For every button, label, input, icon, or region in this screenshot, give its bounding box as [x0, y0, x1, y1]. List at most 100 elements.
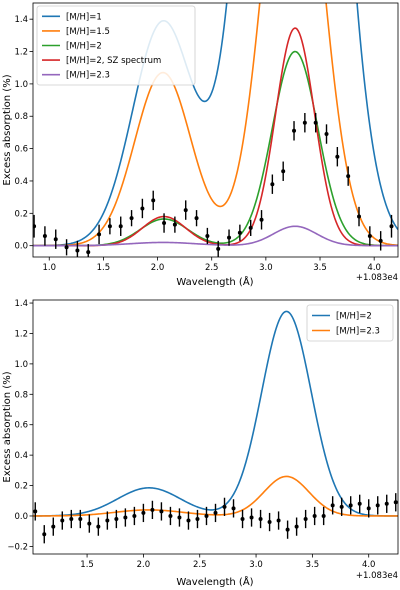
top-data-point	[357, 214, 362, 219]
bottom-x-tick-label: 3.5	[306, 560, 320, 570]
top-data-point	[346, 174, 351, 179]
top-legend: [M/H]=1 [M/H]=1.5 [M/H]=2 [M/H]=2, SZ spect…	[36, 5, 196, 86]
top-series-line-1	[33, 3, 398, 247]
bottom-data-point	[294, 524, 299, 529]
top-data-point	[42, 233, 47, 238]
top-legend-label: [M/H]=2	[66, 42, 102, 52]
bottom-x-tick-label: 2.5	[193, 560, 207, 570]
top-plot-frame	[32, 2, 399, 258]
top-legend-label: [M/H]=2.3	[66, 71, 110, 81]
bottom-data-point	[105, 518, 110, 523]
top-data-point	[227, 235, 232, 240]
top-data-point	[281, 169, 286, 174]
bottom-y-tick-label: 0.4	[14, 451, 28, 461]
top-x-tick-label: 4.0	[367, 263, 381, 273]
bottom-data-point	[177, 515, 182, 520]
bottom-data-point	[375, 503, 380, 508]
top-data-point	[151, 198, 156, 203]
bottom-data-point	[114, 517, 119, 522]
top-data-point	[97, 232, 102, 237]
bottom-data-point	[204, 513, 209, 518]
bottom-data-point	[213, 510, 218, 515]
bottom-y-tick-label: 1.0	[14, 360, 28, 370]
bottom-data-point	[231, 506, 236, 511]
top-data-point	[302, 120, 307, 125]
top-data-point	[259, 217, 264, 222]
top-panel: 1.0 1.5 2.0 2.5 3.0 3.5 4.0 0.0 0.2 0.4 0.6 0.8 1.0…	[2, 2, 399, 288]
bottom-legend-label: [M/H]=2	[336, 312, 372, 322]
top-data-point	[129, 216, 134, 221]
top-x-offset-label: +1.083e4	[356, 273, 398, 283]
top-data-point	[324, 132, 329, 137]
bottom-data-point	[330, 503, 335, 508]
top-x-tick-label: 2.5	[205, 263, 219, 273]
top-y-tick-label: 1.0	[14, 80, 28, 90]
bottom-data-point	[186, 518, 191, 523]
bottom-y-tick-label: 0.8	[14, 390, 28, 400]
top-y-tick-label: 1.4	[14, 15, 28, 25]
top-y-axis-label: Excess absorption (%)	[2, 74, 13, 185]
top-y-tick-label: 0.8	[14, 112, 28, 122]
top-data-point	[140, 206, 145, 211]
bottom-x-tick-label: 3.0	[249, 560, 263, 570]
top-x-tick-label: 2.0	[151, 263, 165, 273]
top-data-point	[194, 216, 199, 221]
top-data-point	[162, 221, 167, 226]
top-data-point	[389, 224, 394, 229]
top-data-point	[53, 237, 58, 242]
top-data-point	[335, 154, 340, 159]
bottom-y-tick-label: 1.2	[14, 329, 28, 339]
top-y-tick-label: 0.0	[14, 242, 28, 252]
top-data-point	[75, 248, 80, 253]
bottom-x-offset-label: +1.083e4	[356, 571, 398, 581]
bottom-data-point	[42, 532, 47, 537]
top-y-tick-label: 0.6	[14, 145, 28, 155]
bottom-y-tick-label: 0.0	[14, 512, 28, 522]
top-data-point	[86, 250, 91, 255]
bottom-data-point	[96, 524, 101, 529]
bottom-y-tick-label: 0.6	[14, 421, 28, 431]
bottom-x-tick-label: 4.0	[362, 560, 376, 570]
bottom-y-axis-label: Excess absorption (%)	[2, 371, 13, 482]
bottom-data-point	[312, 513, 317, 518]
bottom-data-point	[249, 515, 254, 520]
bottom-data-point	[141, 510, 146, 515]
bottom-data-point	[87, 521, 92, 526]
top-data-point	[33, 224, 37, 229]
top-data-point	[64, 245, 69, 250]
bottom-x-axis-label: Wavelength (Å)	[176, 575, 253, 588]
bottom-data-point	[150, 507, 155, 512]
bottom-data-point	[366, 506, 371, 511]
bottom-data-point	[285, 527, 290, 532]
top-x-tick-label: 1.0	[42, 263, 56, 273]
bottom-data-point	[321, 513, 326, 518]
top-x-axis-label: Wavelength (Å)	[176, 275, 253, 288]
bottom-data-point	[33, 509, 38, 514]
top-data-point	[205, 233, 210, 238]
bottom-data-point	[222, 504, 227, 509]
top-data-point	[367, 233, 372, 238]
top-data-point	[292, 128, 297, 133]
top-legend-label: [M/H]=2, SZ spectrum	[66, 56, 161, 66]
bottom-x-tick-label: 2.0	[137, 560, 151, 570]
top-data-point	[172, 222, 177, 227]
bottom-data-point	[78, 517, 83, 522]
bottom-data-point	[384, 501, 389, 506]
bottom-data-point	[258, 517, 263, 522]
bottom-data-point	[339, 504, 344, 509]
top-data-point	[248, 225, 253, 230]
bottom-plot-frame	[32, 299, 399, 555]
bottom-data-point	[60, 518, 65, 523]
top-data-point	[107, 224, 112, 229]
bottom-data-point	[393, 500, 398, 505]
top-data-point	[183, 208, 188, 213]
top-legend-label: [M/H]=1	[66, 12, 102, 22]
bottom-data-point	[168, 513, 173, 518]
bottom-y-tick-label: 1.4	[14, 299, 28, 309]
bottom-data-point	[240, 517, 245, 522]
bottom-x-tick-label: 1.5	[80, 560, 94, 570]
top-data-point	[118, 224, 123, 229]
top-series-line-0	[33, 3, 398, 247]
top-legend-label: [M/H]=1.5	[66, 27, 110, 37]
